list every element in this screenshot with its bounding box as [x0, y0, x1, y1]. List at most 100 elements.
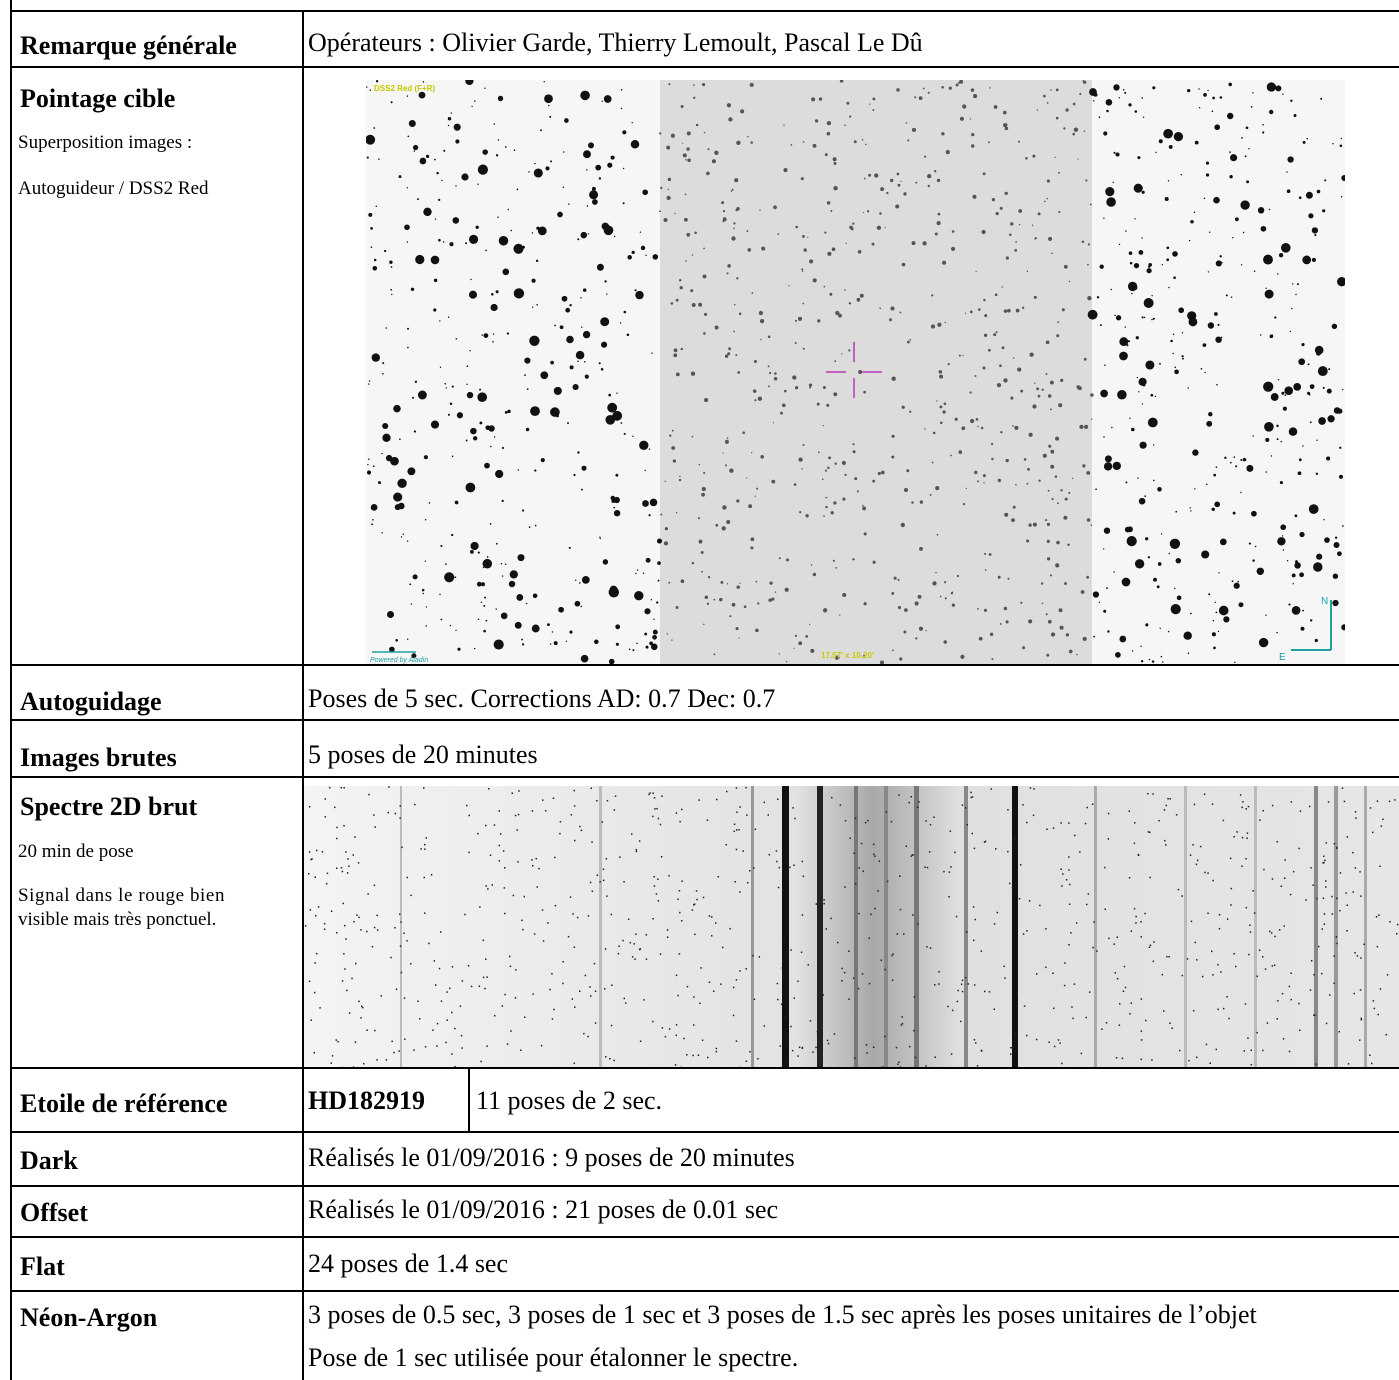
noise-dot [880, 959, 882, 961]
star [620, 107, 623, 110]
noise-dot [1388, 800, 1391, 803]
noise-dot [749, 870, 751, 872]
star [924, 155, 927, 158]
star [1192, 449, 1199, 456]
star [1099, 264, 1104, 269]
noise-dot [729, 927, 731, 930]
star [1058, 608, 1063, 613]
noise-dot [745, 786, 747, 789]
noise-dot [892, 953, 894, 955]
star [567, 422, 569, 425]
noise-dot [1316, 897, 1318, 900]
star [1087, 309, 1098, 320]
star [664, 480, 666, 482]
star [978, 636, 983, 641]
noise-dot [1194, 941, 1196, 944]
star [687, 158, 691, 163]
star [1041, 602, 1044, 605]
star [947, 363, 950, 366]
star [1229, 151, 1231, 153]
star [410, 603, 413, 605]
noise-dot [468, 814, 470, 817]
star [673, 348, 678, 353]
star [853, 140, 857, 144]
noise-dot [1045, 966, 1047, 969]
noise-dot [352, 1066, 355, 1067]
noise-dot [849, 837, 851, 839]
noise-dot [1052, 972, 1054, 974]
star [1250, 106, 1253, 108]
star [373, 127, 376, 129]
star [500, 562, 503, 565]
noise-dot [816, 1031, 819, 1033]
star [1260, 334, 1262, 336]
noise-dot [506, 1043, 509, 1045]
star [536, 304, 538, 306]
noise-dot [599, 881, 601, 883]
noise-dot [675, 812, 678, 814]
star [1235, 465, 1238, 468]
noise-dot [1217, 963, 1219, 966]
noise-dot [1314, 1014, 1316, 1017]
noise-dot [716, 798, 718, 801]
star [1251, 510, 1257, 517]
star [914, 601, 919, 606]
noise-dot [541, 909, 544, 911]
value-dark: Réalisés le 01/09/2016 : 9 poses de 20 m… [308, 1143, 795, 1172]
noise-dot [579, 825, 581, 828]
noise-dot [775, 850, 778, 852]
star [1003, 309, 1008, 313]
star [1093, 100, 1095, 102]
noise-dot [501, 1005, 504, 1007]
star [1269, 109, 1274, 115]
star [802, 302, 805, 305]
noise-dot [1298, 847, 1300, 850]
noise-dot [428, 942, 430, 945]
noise-dot [1101, 1028, 1103, 1030]
star [880, 187, 885, 192]
star [1193, 211, 1196, 214]
star [1154, 395, 1157, 398]
noise-dot [373, 926, 376, 929]
star [616, 392, 618, 394]
star [1036, 109, 1038, 111]
star [447, 316, 450, 318]
noise-dot [553, 1008, 555, 1011]
noise-dot [1271, 804, 1274, 807]
noise-dot [1175, 814, 1178, 816]
star [755, 580, 758, 583]
star [507, 208, 510, 211]
star [390, 288, 393, 291]
noise-dot [580, 829, 583, 832]
star [972, 194, 977, 199]
noise-dot [790, 1025, 792, 1028]
noise-dot [1133, 842, 1136, 845]
star [601, 341, 608, 348]
star [793, 483, 797, 486]
star [582, 288, 587, 292]
noise-dot [1226, 918, 1229, 920]
star [436, 171, 439, 175]
star [1145, 537, 1149, 541]
noise-dot [313, 991, 316, 994]
star [1127, 526, 1133, 533]
star [737, 371, 741, 374]
star [501, 575, 504, 577]
noise-dot [1039, 904, 1041, 907]
column-divider [302, 10, 304, 1380]
star [1190, 220, 1194, 224]
noise-dot [1333, 982, 1335, 985]
star [1163, 128, 1173, 139]
noise-dot [873, 843, 875, 846]
noise-dot [988, 991, 991, 993]
noise-dot [611, 984, 613, 986]
noise-dot [1373, 1007, 1376, 1010]
noise-dot [1158, 819, 1160, 822]
star [589, 190, 599, 200]
row-divider [10, 1185, 1399, 1187]
star [752, 389, 757, 393]
star [389, 646, 395, 653]
star [485, 619, 488, 622]
star [983, 608, 988, 612]
noise-dot [464, 913, 466, 916]
